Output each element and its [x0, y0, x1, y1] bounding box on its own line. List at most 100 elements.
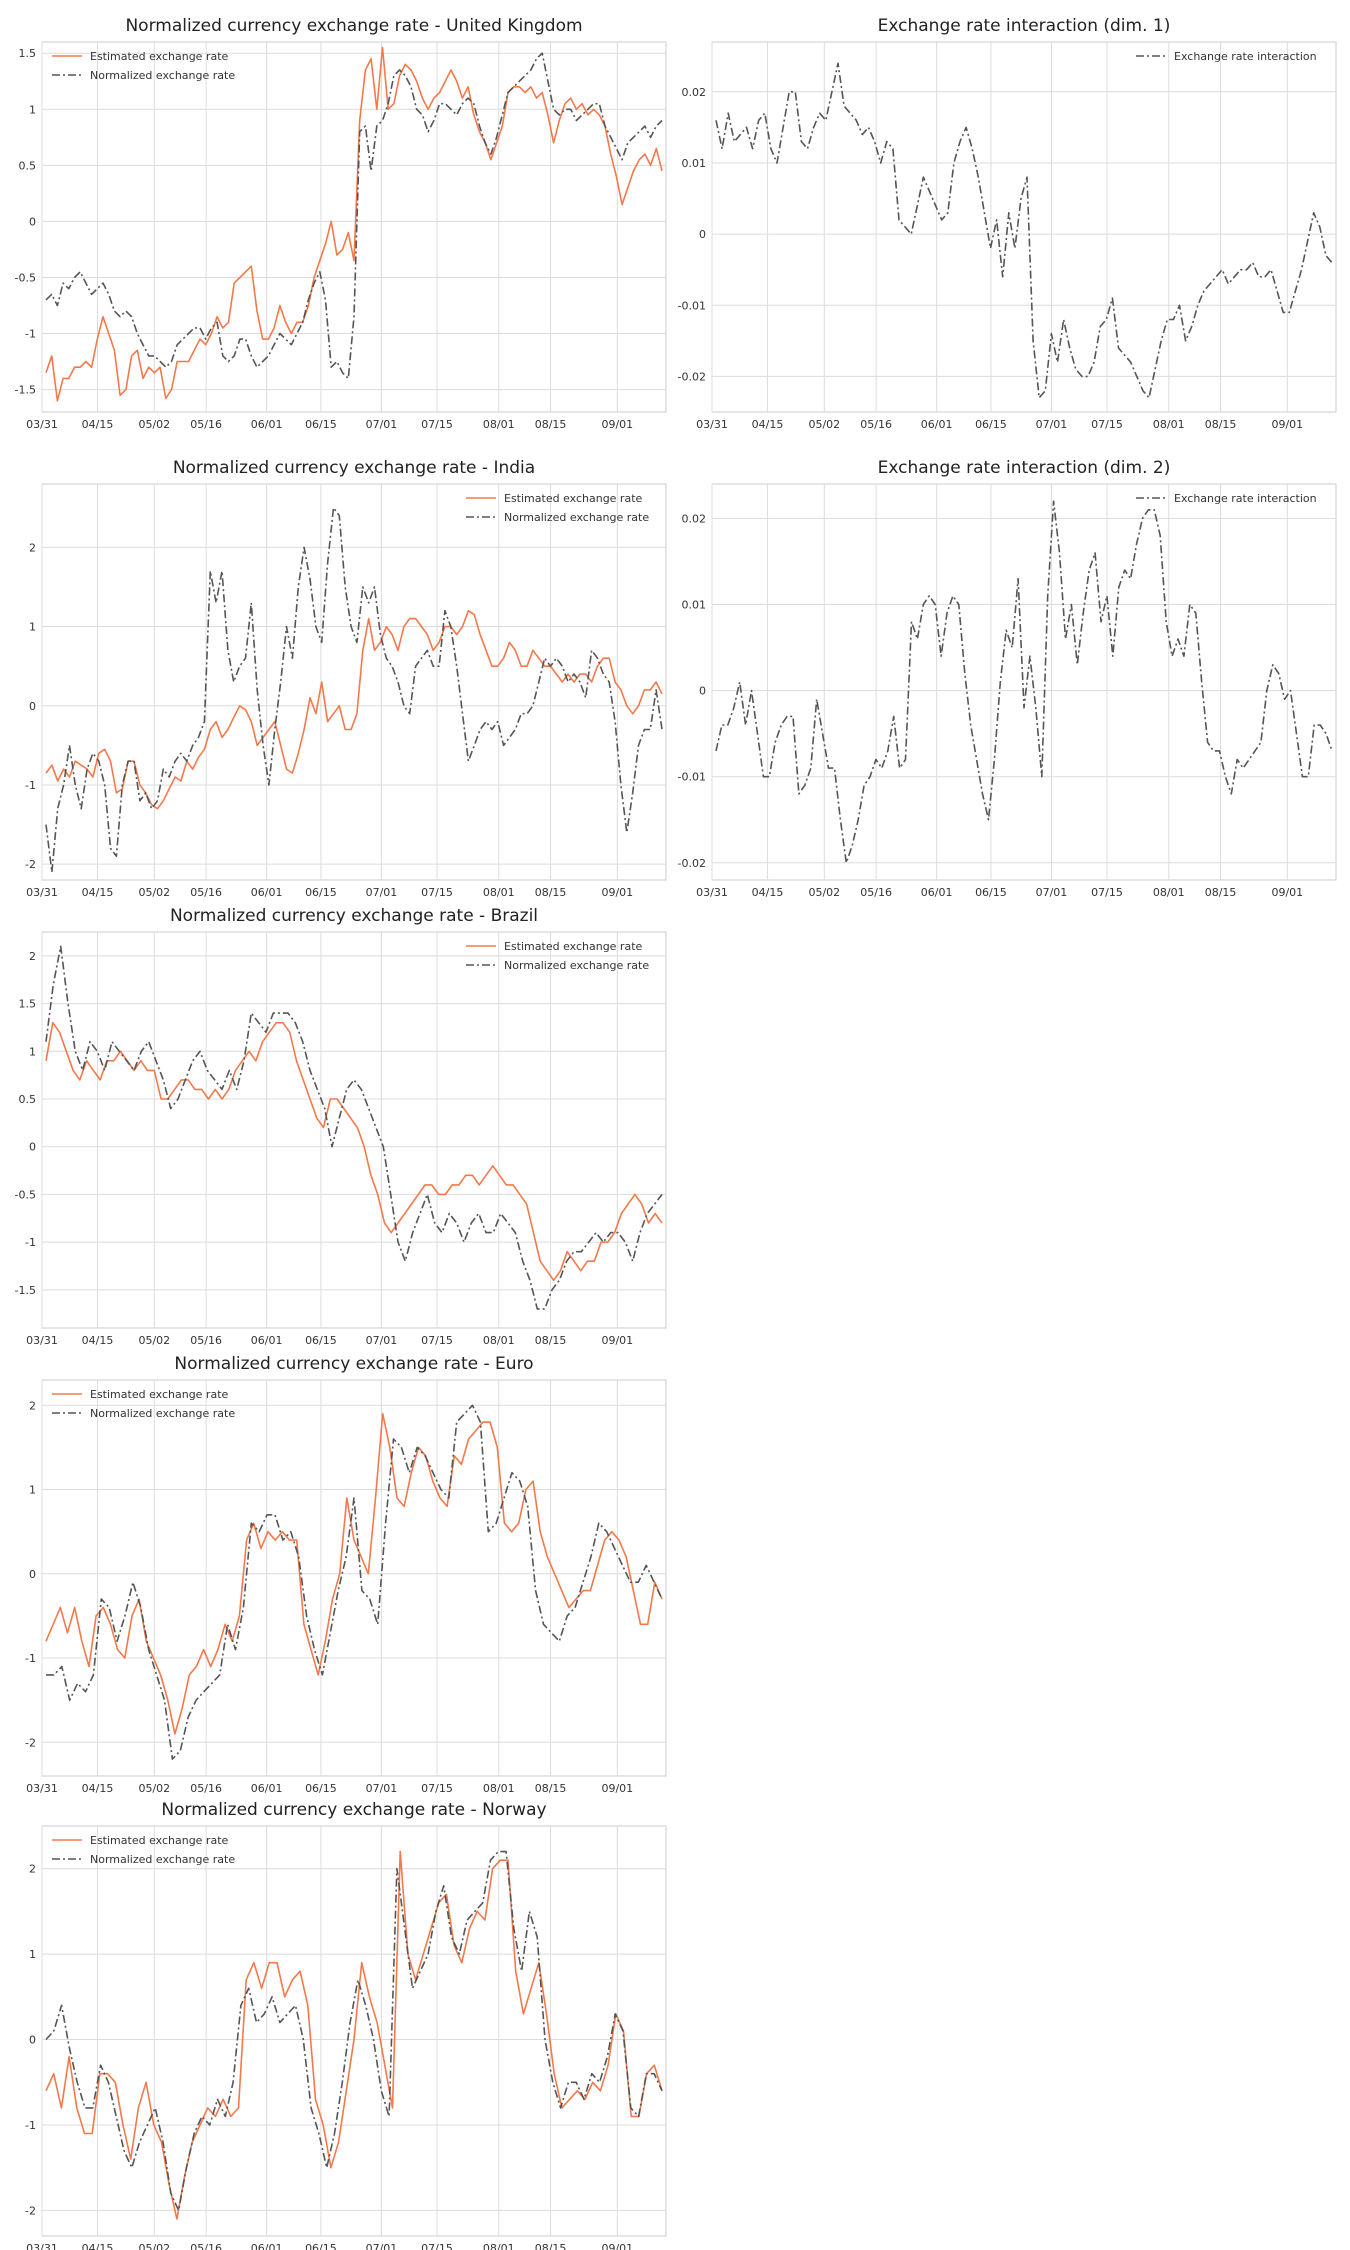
- series-line-1: [45, 506, 663, 873]
- x-tick-label: 03/31: [26, 886, 58, 899]
- y-tick-label: 1: [29, 103, 36, 116]
- chart-panel-0: 03/31 04/15 05/02 05/16 06/01 06/15 07/01 07/15…: [15, 16, 667, 431]
- chart-panel-5: 03/31 04/15 05/02 05/16 06/01 06/15 07/01 07/15…: [25, 1354, 667, 1795]
- y-tick-label: -1: [25, 1652, 36, 1665]
- y-tick-label: -2: [25, 1736, 36, 1749]
- plot-area: [41, 1379, 667, 1777]
- x-tick-label: 09/01: [1271, 418, 1303, 431]
- x-tick-label: 03/31: [26, 2242, 58, 2250]
- x-tick-label: 07/15: [421, 1782, 453, 1795]
- legend-label: Normalized exchange rate: [90, 69, 235, 82]
- series-line-0: [715, 62, 1333, 399]
- x-tick-label: 05/02: [138, 418, 170, 431]
- y-tick-label: -1: [25, 2119, 36, 2132]
- chart-panel-1: 03/31 04/15 05/02 05/16 06/01 06/15 07/01 07/15…: [678, 16, 1337, 431]
- chart-title: Normalized currency exchange rate - Indi…: [173, 458, 535, 478]
- x-tick-label: 09/01: [601, 2242, 633, 2250]
- x-tick-label: 04/15: [82, 1334, 114, 1347]
- chart-panel-3: 03/31 04/15 05/02 05/16 06/01 06/15 07/01 07/15…: [678, 458, 1337, 899]
- legend-label: Exchange rate interaction: [1174, 50, 1317, 63]
- y-tick-label: -0.01: [678, 299, 706, 312]
- x-tick-label: 05/16: [190, 1334, 222, 1347]
- x-tick-label: 08/15: [535, 2242, 567, 2250]
- chart-title: Exchange rate interaction (dim. 2): [878, 458, 1171, 478]
- x-tick-label: 05/16: [190, 2242, 222, 2250]
- y-tick-label: 0.5: [19, 159, 37, 172]
- y-tick-label: -1: [25, 779, 36, 792]
- legend-label: Normalized exchange rate: [504, 511, 649, 524]
- plot-area: [41, 1825, 667, 2237]
- x-tick-label: 06/15: [975, 418, 1007, 431]
- y-tick-label: 1.5: [19, 998, 37, 1011]
- chart-panel-6: 03/31 04/15 05/02 05/16 06/01 06/15 07/01 07/15…: [25, 1800, 667, 2250]
- x-tick-label: 04/15: [82, 1782, 114, 1795]
- x-tick-label: 06/15: [305, 2242, 337, 2250]
- x-tick-label: 05/02: [138, 1782, 170, 1795]
- x-tick-label: 07/01: [366, 418, 398, 431]
- x-tick-label: 07/15: [421, 1334, 453, 1347]
- x-tick-label: 07/15: [421, 418, 453, 431]
- x-tick-label: 06/15: [975, 886, 1007, 899]
- y-tick-label: 1.5: [19, 47, 37, 60]
- y-tick-label: 0.02: [682, 86, 707, 99]
- x-tick-label: 03/31: [26, 1782, 58, 1795]
- x-tick-label: 08/15: [535, 1334, 567, 1347]
- x-tick-label: 07/15: [421, 2242, 453, 2250]
- x-tick-label: 06/15: [305, 1334, 337, 1347]
- x-tick-label: 05/02: [138, 1334, 170, 1347]
- y-tick-label: 1: [29, 1948, 36, 1961]
- x-tick-label: 04/15: [752, 418, 784, 431]
- x-tick-label: 06/01: [251, 886, 283, 899]
- y-tick-label: 2: [29, 541, 36, 554]
- series-line-0: [45, 46, 663, 402]
- series-line-0: [45, 1850, 663, 2220]
- x-tick-label: 08/01: [1153, 418, 1185, 431]
- legend-label: Normalized exchange rate: [90, 1407, 235, 1420]
- x-tick-label: 09/01: [601, 886, 633, 899]
- x-tick-label: 08/15: [1205, 418, 1237, 431]
- plot-area: [711, 41, 1337, 413]
- x-tick-label: 03/31: [696, 886, 728, 899]
- x-tick-label: 07/01: [366, 1782, 398, 1795]
- y-tick-label: 0.01: [682, 599, 707, 612]
- y-tick-label: -1.5: [15, 384, 36, 397]
- plot-area: [41, 41, 667, 413]
- series-line-0: [45, 1021, 663, 1282]
- y-tick-label: -1.5: [15, 1284, 36, 1297]
- x-tick-label: 04/15: [82, 886, 114, 899]
- y-tick-label: 0: [29, 1568, 36, 1581]
- x-tick-label: 05/02: [138, 2242, 170, 2250]
- x-tick-label: 08/01: [483, 2242, 515, 2250]
- x-tick-label: 09/01: [601, 1334, 633, 1347]
- y-tick-label: -0.01: [678, 771, 706, 784]
- y-tick-label: 1: [29, 1484, 36, 1497]
- plot-area: [711, 483, 1337, 881]
- x-tick-label: 06/01: [251, 418, 283, 431]
- x-tick-label: 06/01: [251, 2242, 283, 2250]
- x-tick-label: 07/01: [366, 886, 398, 899]
- y-tick-label: -0.02: [678, 370, 706, 383]
- x-tick-label: 07/01: [1036, 886, 1068, 899]
- y-tick-label: 0: [29, 2034, 36, 2047]
- x-tick-label: 08/15: [535, 1782, 567, 1795]
- x-tick-label: 05/16: [190, 418, 222, 431]
- y-tick-label: 0.01: [682, 157, 707, 170]
- series-line-1: [46, 1404, 663, 1760]
- chart-panel-2: 03/31 04/15 05/02 05/16 06/01 06/15 07/01 07/15…: [25, 458, 667, 899]
- x-tick-label: 07/01: [366, 1334, 398, 1347]
- chart-panel-4: 03/31 04/15 05/02 05/16 06/01 06/15 07/01 07/15…: [15, 906, 667, 1347]
- x-tick-label: 08/15: [535, 886, 567, 899]
- legend-label: Estimated exchange rate: [90, 50, 229, 63]
- y-tick-label: -2: [25, 858, 36, 871]
- x-tick-label: 06/15: [305, 886, 337, 899]
- x-tick-label: 07/01: [366, 2242, 398, 2250]
- x-tick-label: 09/01: [1271, 886, 1303, 899]
- x-tick-label: 06/01: [921, 886, 953, 899]
- y-tick-label: 0: [699, 685, 706, 698]
- y-tick-label: 0: [29, 215, 36, 228]
- x-tick-label: 08/15: [535, 418, 567, 431]
- series-line-1: [45, 52, 663, 380]
- x-tick-label: 08/01: [483, 1782, 515, 1795]
- x-tick-label: 08/01: [483, 1334, 515, 1347]
